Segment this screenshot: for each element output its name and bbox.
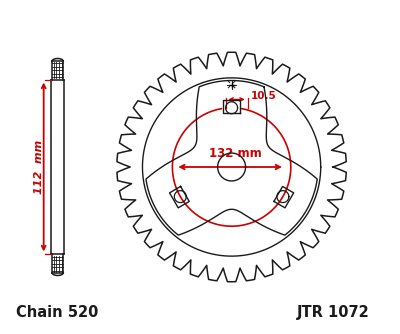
Text: Chain 520: Chain 520: [16, 305, 98, 320]
Text: JTR 1072: JTR 1072: [297, 305, 370, 320]
Text: 132 mm: 132 mm: [208, 147, 261, 160]
Text: 112  mm: 112 mm: [34, 140, 44, 194]
Text: 10.5: 10.5: [251, 91, 277, 101]
